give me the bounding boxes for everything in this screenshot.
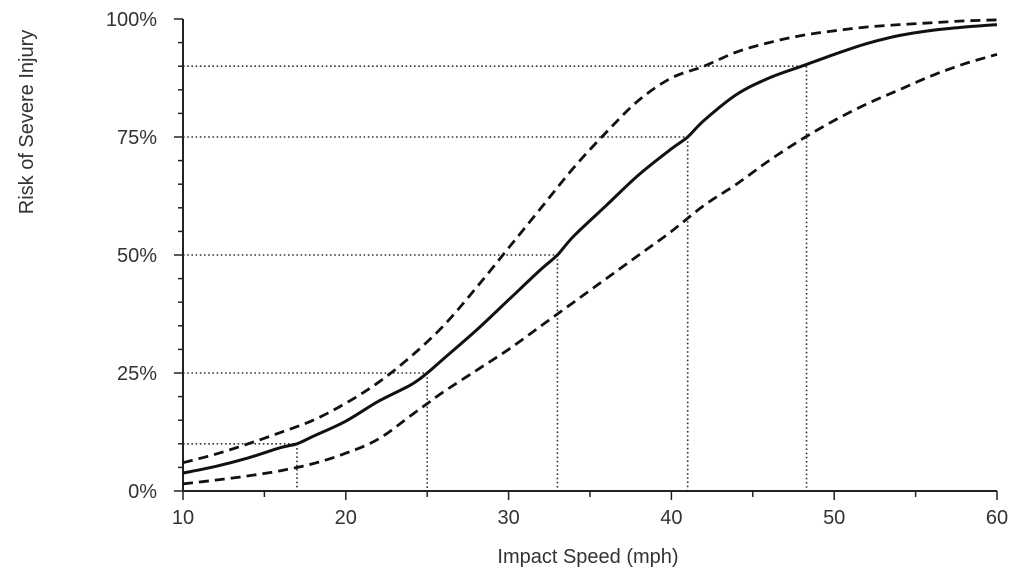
y-tick-label: 50% [117,245,157,267]
x-tick-label: 20 [335,507,357,529]
x-tick-label: 50 [823,507,845,529]
y-tick-label: 25% [117,363,157,385]
y-tick-label: 75% [117,127,157,149]
series [182,18,998,486]
series-line-lower-bound [182,53,998,486]
y-axis-title: Risk of Severe Injury [16,30,38,215]
x-tick-label: 30 [497,507,519,529]
tick-labels: 10 20 30 40 50 60 0% 25% 50% 75% 100% [106,9,1008,529]
y-tick-label: 100% [106,9,157,31]
y-tick-label: 0% [128,481,157,503]
x-tick-label: 60 [986,507,1008,529]
x-tick-label: 10 [172,507,194,529]
axes [174,18,998,500]
reference-lines [183,65,808,491]
series-line-upper-bound [182,18,998,465]
series-line-estimate [182,23,998,475]
x-axis-title: Impact Speed (mph) [497,546,678,568]
x-tick-label: 40 [660,507,682,529]
